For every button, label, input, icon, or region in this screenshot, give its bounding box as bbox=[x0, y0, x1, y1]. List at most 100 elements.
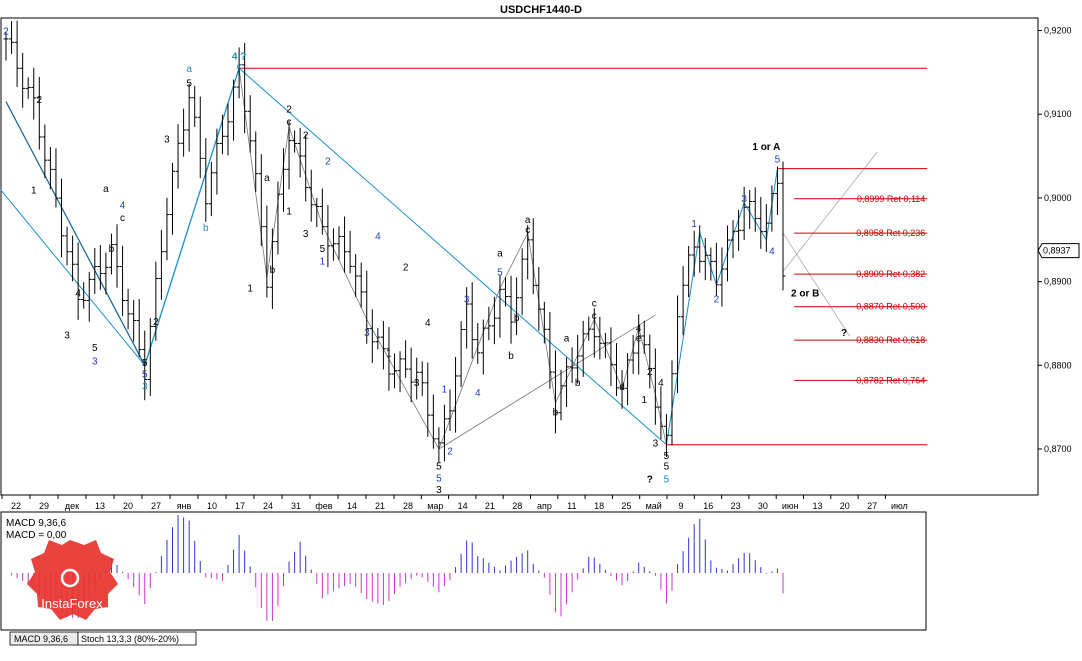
candle bbox=[3, 32, 9, 61]
y-tick-label: 0,9200 bbox=[1044, 26, 1072, 36]
wave-label: a bbox=[264, 173, 270, 184]
candle bbox=[458, 321, 464, 387]
wave-label: 4 bbox=[636, 324, 642, 335]
wave-label: 4 bbox=[75, 288, 81, 299]
wave-label: 4 bbox=[120, 201, 126, 212]
wave-line-blue-3 bbox=[699, 232, 717, 286]
x-tick-label: 25 bbox=[621, 501, 631, 511]
x-axis: 22 29 дек 13 20 27 янв 10 17 24 31 фев 14 21 28 мар 14 21… bbox=[1, 494, 926, 511]
candle bbox=[641, 320, 647, 354]
wave-line-blue bbox=[144, 68, 240, 366]
wave-label: 3 bbox=[92, 356, 98, 367]
wave-label: 1 bbox=[691, 219, 697, 230]
wave-label: 3 bbox=[164, 135, 170, 146]
candle bbox=[397, 351, 403, 393]
wave-label: c bbox=[237, 62, 242, 73]
candle bbox=[752, 187, 758, 232]
candle bbox=[47, 146, 53, 190]
x-tick-label: 29 bbox=[39, 501, 49, 511]
candle bbox=[619, 370, 625, 409]
candle bbox=[691, 230, 697, 277]
wave-label: 4 bbox=[425, 318, 431, 329]
candle bbox=[564, 357, 570, 408]
candle bbox=[53, 148, 59, 208]
candle bbox=[42, 124, 48, 179]
candle bbox=[286, 120, 292, 190]
wave-label: c bbox=[287, 117, 292, 128]
wave-label: 3 bbox=[741, 194, 747, 205]
candle bbox=[597, 316, 603, 360]
candle bbox=[308, 169, 314, 222]
candle bbox=[447, 389, 453, 431]
wave-label: e bbox=[636, 334, 642, 345]
wave-label: 5 bbox=[664, 474, 670, 485]
fib-levels: 0,8999 Ret 0,114 0,8958 Ret 0,236 0,8909 R… bbox=[794, 194, 928, 385]
tab-stoch[interactable] bbox=[77, 631, 197, 646]
wave-label: 5 bbox=[664, 451, 670, 462]
candle bbox=[208, 162, 214, 217]
candle bbox=[602, 332, 608, 359]
y-tick-label: 0,8700 bbox=[1044, 444, 1072, 454]
y-tick-label: 0,9000 bbox=[1044, 193, 1072, 203]
candle bbox=[247, 95, 253, 153]
x-tick-label: 28 bbox=[512, 501, 522, 511]
candle bbox=[275, 181, 281, 255]
x-tick-label: 18 bbox=[594, 501, 604, 511]
candle bbox=[441, 404, 447, 462]
candle bbox=[652, 348, 658, 425]
instaforex-logo: InstaForex bbox=[27, 540, 118, 620]
wave-label: 4 bbox=[769, 247, 775, 258]
chart-title: USDCHF1440-D bbox=[500, 4, 582, 16]
wave-label: 5 bbox=[186, 78, 192, 89]
candle bbox=[636, 314, 642, 375]
candle bbox=[186, 83, 192, 152]
wave-label: 5 bbox=[436, 462, 442, 473]
x-tick-label: 16 bbox=[703, 501, 713, 511]
candle bbox=[647, 334, 653, 389]
wave-label: d bbox=[619, 382, 625, 393]
candle bbox=[319, 188, 325, 235]
candle bbox=[264, 205, 270, 298]
candle bbox=[508, 275, 514, 344]
candle bbox=[736, 209, 742, 251]
candle bbox=[663, 413, 669, 457]
y-axis: 0,9200 0,9100 0,9000 0,8900 0,8800 0,8700 bbox=[1038, 26, 1072, 454]
wave-label: 4 ? bbox=[232, 52, 246, 63]
candle bbox=[192, 85, 198, 127]
wave-line-dark bbox=[5, 101, 146, 366]
candle bbox=[414, 357, 420, 400]
candles bbox=[3, 20, 786, 463]
y-tick-label: 0,8800 bbox=[1044, 360, 1072, 370]
tab-macd-label: MACD 9,36,6 bbox=[14, 634, 68, 644]
candle bbox=[419, 361, 425, 396]
wave-label: 5 bbox=[664, 462, 670, 473]
wave-label: a bbox=[497, 248, 503, 259]
candle bbox=[75, 242, 81, 320]
wave-label: 4 bbox=[475, 388, 481, 399]
macd-label: MACD 9,36,6 bbox=[6, 518, 66, 529]
candle bbox=[103, 252, 109, 295]
candle bbox=[147, 318, 153, 396]
candle bbox=[342, 216, 348, 273]
candle bbox=[175, 124, 181, 189]
candle bbox=[469, 282, 475, 359]
wave-label: 5 bbox=[320, 244, 326, 255]
x-tick-label: фев bbox=[315, 501, 332, 511]
candle bbox=[303, 134, 309, 202]
wave-label: 2 bbox=[286, 104, 292, 115]
x-tick-label: 21 bbox=[485, 501, 495, 511]
current-price-label: 0,8937 bbox=[1043, 246, 1071, 256]
candle bbox=[236, 47, 242, 99]
candle bbox=[158, 229, 164, 300]
x-tick-label: 11 bbox=[567, 501, 576, 511]
wave-label: a bbox=[103, 184, 109, 195]
candle bbox=[741, 186, 747, 240]
wave-label: b bbox=[508, 351, 514, 362]
candle bbox=[486, 306, 492, 341]
x-tick-label: 23 bbox=[731, 501, 741, 511]
wave-label: 1 bbox=[286, 206, 292, 217]
projection-line-up bbox=[782, 151, 878, 272]
candle bbox=[708, 247, 714, 281]
candle bbox=[541, 301, 547, 344]
